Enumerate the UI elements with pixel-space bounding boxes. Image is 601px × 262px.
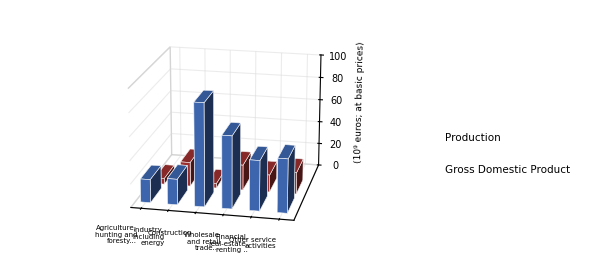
Text: Gross Domestic Product: Gross Domestic Product xyxy=(445,165,570,175)
Text: Production: Production xyxy=(445,133,501,144)
